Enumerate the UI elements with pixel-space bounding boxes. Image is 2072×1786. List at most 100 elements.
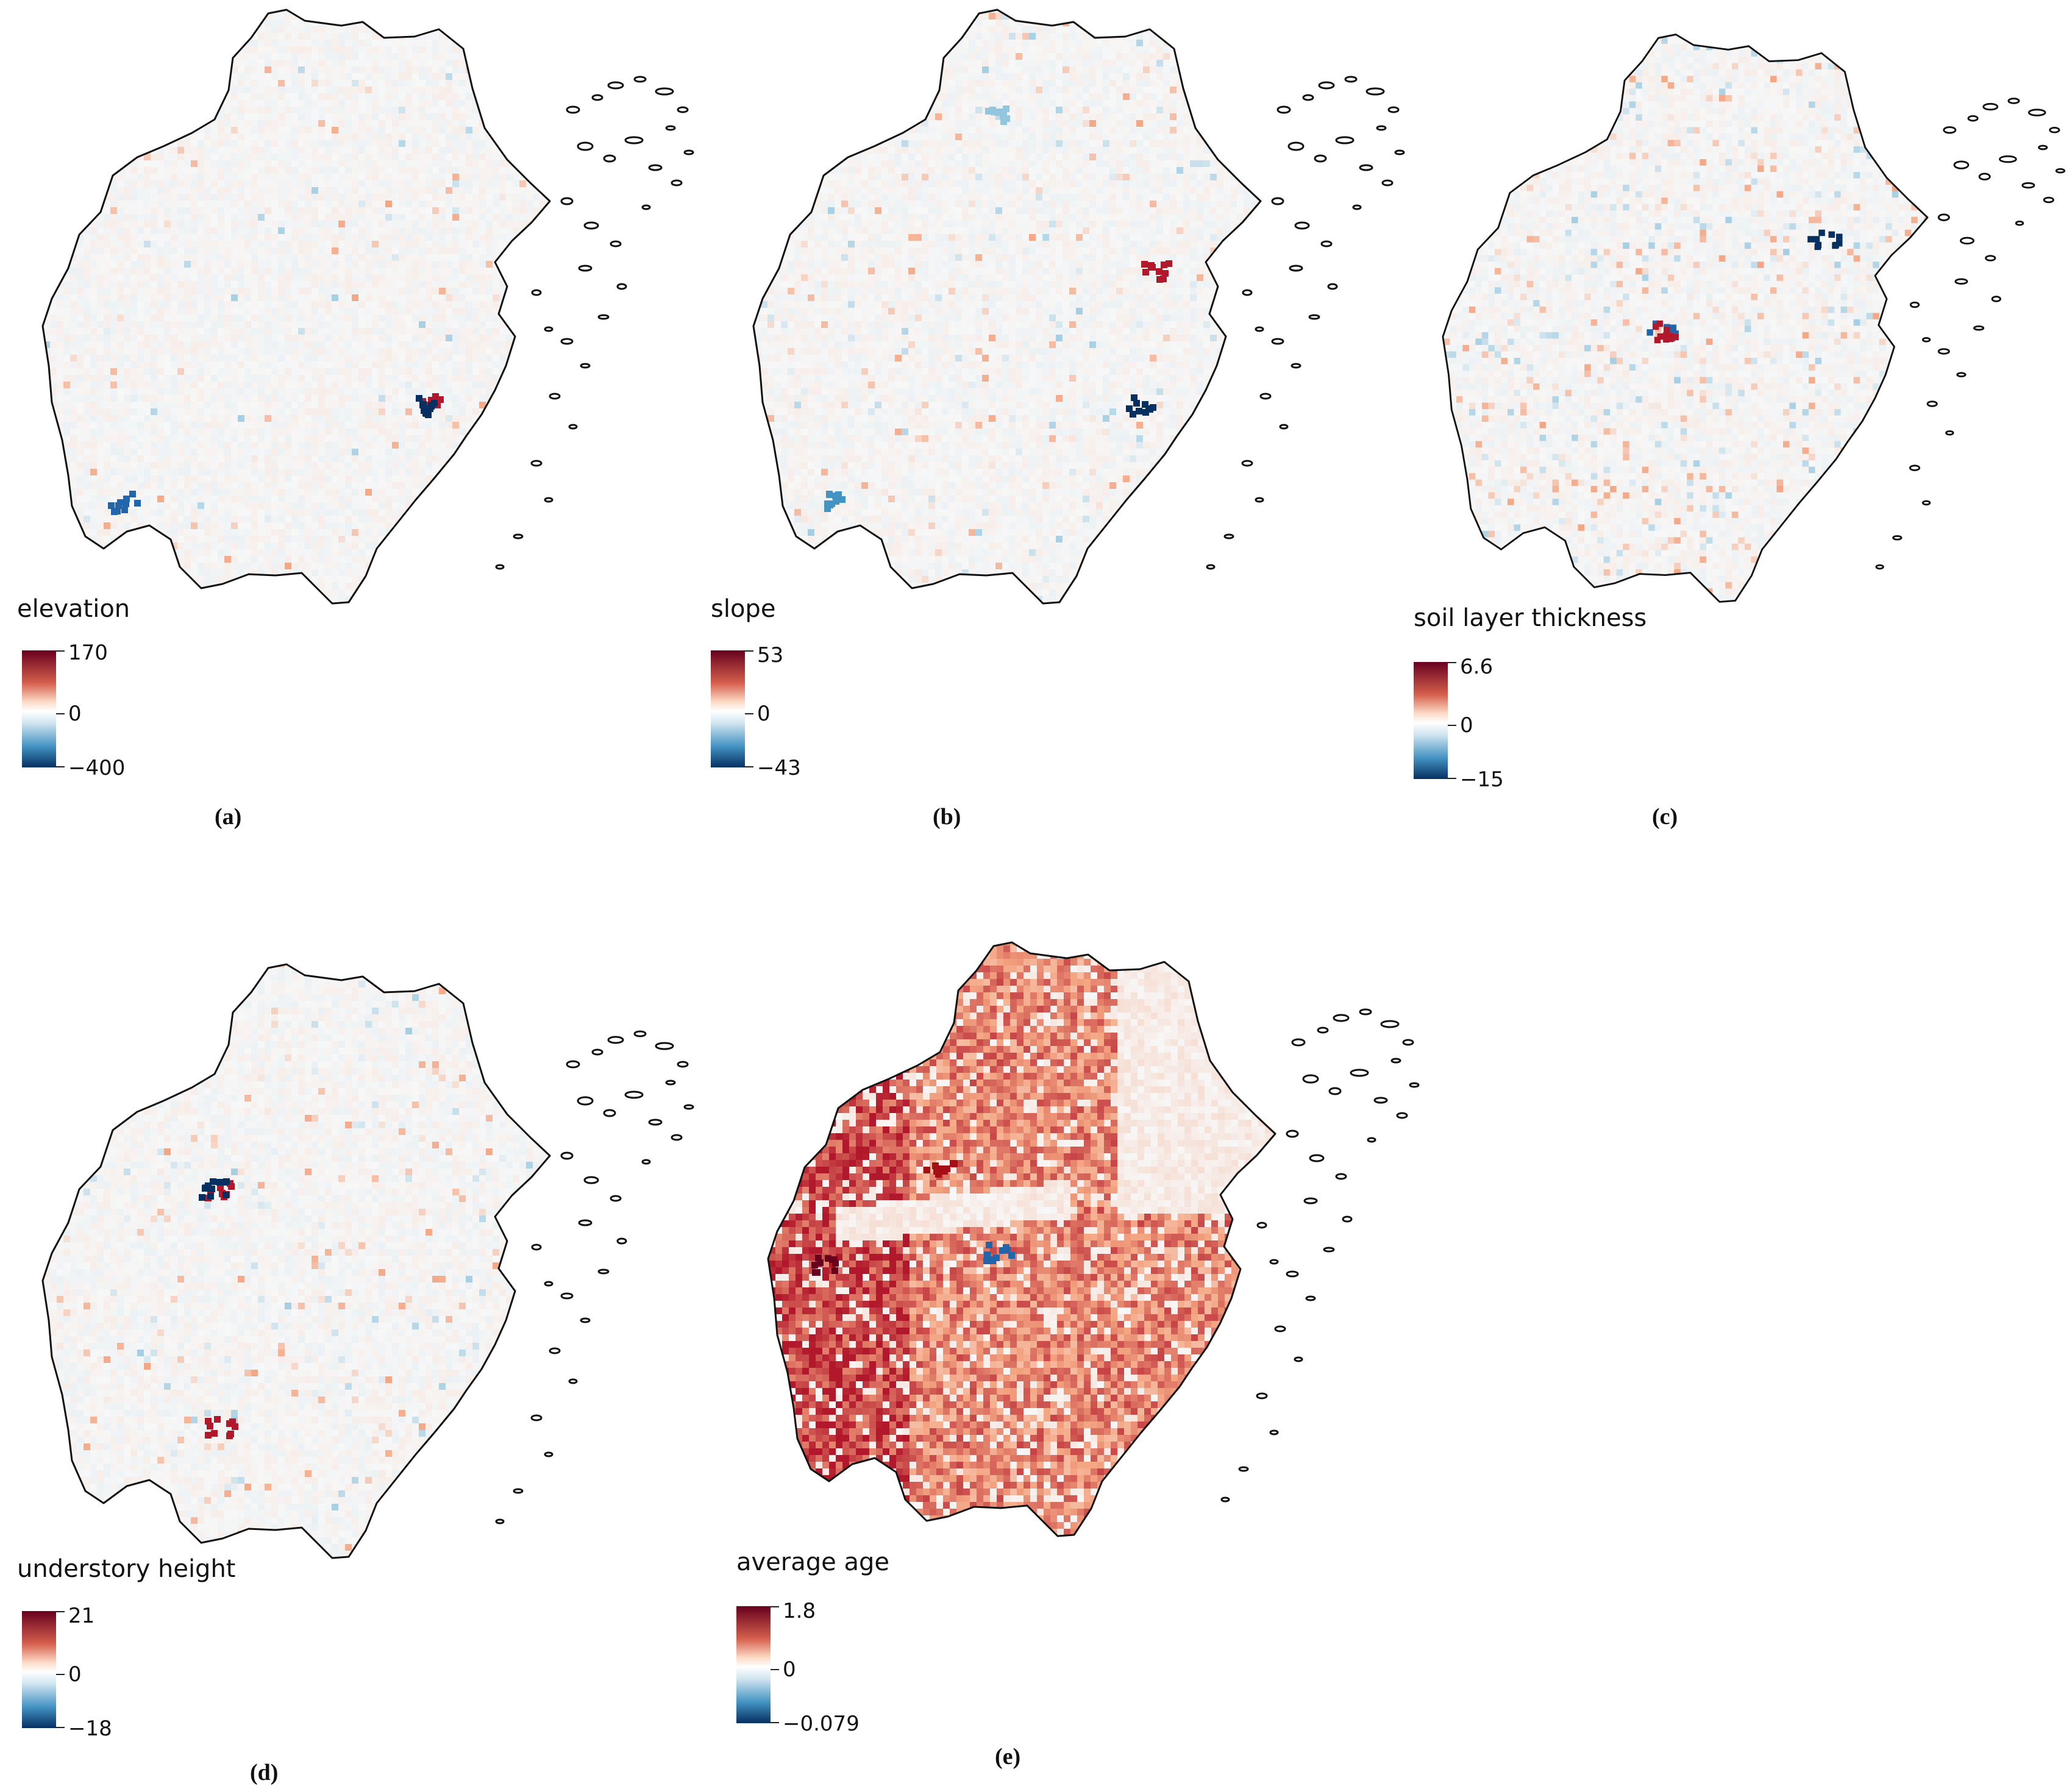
hotspot-cell — [1141, 261, 1148, 268]
hotspot-cell — [986, 1242, 992, 1248]
island-outline — [1225, 535, 1233, 538]
hotspot-cell — [1663, 336, 1670, 343]
island-outline — [672, 180, 682, 185]
hotspot-cell — [924, 1167, 930, 1173]
hotspot-cell — [1000, 118, 1007, 125]
island-outline — [685, 1105, 693, 1109]
hotspot-cell — [1156, 268, 1162, 275]
island-outline — [1256, 498, 1263, 502]
map-slope — [711, 0, 1412, 640]
island-outline — [581, 364, 589, 368]
hotspot-cell — [1807, 236, 1814, 243]
island-outline — [1261, 394, 1270, 399]
island-outline — [1984, 104, 1998, 110]
island-outline — [1295, 1357, 1302, 1361]
island-outline — [1956, 279, 1967, 284]
island-outline — [1207, 565, 1214, 569]
hotspot-cell — [427, 405, 433, 412]
island-outline — [567, 1061, 579, 1067]
island-outline — [685, 151, 693, 154]
island-outline — [1999, 156, 2016, 162]
island-outline — [1367, 88, 1384, 94]
island-outline — [635, 1031, 646, 1036]
colorbar-zero-label: 0 — [1460, 713, 1473, 738]
island-outline — [1410, 1083, 1419, 1087]
colorbar-max-label: 21 — [68, 1604, 94, 1628]
island-outline — [1979, 174, 1990, 180]
colorbar-min-label: −15 — [1460, 767, 1504, 792]
island-outline — [569, 1379, 577, 1383]
island-outline — [666, 126, 675, 130]
island-outline — [532, 1245, 541, 1250]
hotspot-cell — [826, 491, 833, 497]
island-outline — [1303, 1075, 1318, 1083]
island-outline — [496, 1520, 504, 1523]
island-outline — [1960, 238, 1973, 244]
island-outline — [678, 1062, 688, 1067]
island-outline — [2016, 221, 2023, 225]
caption-b: (b) — [933, 803, 961, 830]
island-outline — [618, 1239, 626, 1243]
island-outline — [561, 1293, 572, 1298]
colorbar-min-label: −43 — [757, 756, 801, 780]
hotspot-cell — [1156, 276, 1163, 283]
island-outline — [1239, 1467, 1248, 1471]
colorbar-gradient — [736, 1606, 771, 1723]
hotspot-cell — [1166, 260, 1172, 267]
island-outline — [1305, 1198, 1317, 1203]
island-outline — [561, 1153, 572, 1159]
map-average-age — [725, 933, 1426, 1573]
colorbar-zero-label: 0 — [68, 702, 82, 726]
island-outline — [1968, 116, 1978, 121]
island-outline — [593, 1050, 602, 1055]
island-outline — [635, 77, 646, 82]
colorbar-max-label: 1.8 — [783, 1599, 816, 1623]
island-outline — [666, 1081, 675, 1084]
island-outline — [578, 143, 593, 150]
island-outline — [1351, 1070, 1368, 1076]
hotspot-cell — [1148, 262, 1155, 269]
island-outline — [585, 1177, 598, 1183]
island-outline — [1336, 137, 1353, 143]
island-outline — [532, 461, 541, 466]
island-outline — [1309, 315, 1319, 319]
island-outline — [545, 1282, 552, 1286]
island-outline — [1336, 1174, 1346, 1179]
hotspot-cell — [199, 1194, 205, 1201]
island-outline — [1315, 155, 1326, 162]
island-outline — [604, 155, 615, 162]
panel-a: elevation 170 0 −400 (a) — [0, 0, 701, 853]
caption-d: (d) — [250, 1759, 278, 1786]
colorbar-gradient — [711, 650, 745, 767]
island-outline — [585, 222, 598, 229]
island-outline — [1310, 1155, 1323, 1161]
panel-c: soil layer thickness 6.6 0 −15 (c) — [1402, 11, 2072, 864]
variable-title-soil-layer-thickness: soil layer thickness — [1414, 604, 1647, 632]
island-outline — [2023, 183, 2034, 188]
island-outline — [599, 315, 608, 319]
map-soil-layer-thickness — [1402, 11, 2072, 651]
island-outline — [1289, 143, 1303, 150]
island-outline — [567, 107, 579, 113]
raster-cells — [37, 961, 560, 1565]
hotspot-cell — [814, 1269, 821, 1276]
island-outline — [1343, 1217, 1351, 1222]
variable-title-average-age: average age — [736, 1548, 889, 1576]
hotspot-cell — [214, 1416, 221, 1423]
island-outline — [1295, 222, 1309, 229]
colorbar-min-label: −400 — [68, 756, 125, 780]
hotspot-cell — [938, 1165, 945, 1172]
hotspot-cell — [1815, 244, 1821, 251]
island-outline — [1986, 256, 1995, 261]
hotspot-cell — [1832, 242, 1839, 249]
island-outline — [1397, 1113, 1407, 1118]
panel-d: understory height 21 0 −18 (d) — [0, 955, 701, 1785]
hotspot-cell — [1657, 321, 1664, 327]
island-outline — [1944, 127, 1956, 133]
hotspot-cell — [1130, 411, 1136, 418]
hotspot-cell — [1142, 409, 1149, 416]
hotspot-cell — [1664, 327, 1670, 333]
hotspot-cell — [123, 500, 129, 507]
island-outline — [496, 565, 504, 569]
raster-cells — [747, 6, 1271, 610]
